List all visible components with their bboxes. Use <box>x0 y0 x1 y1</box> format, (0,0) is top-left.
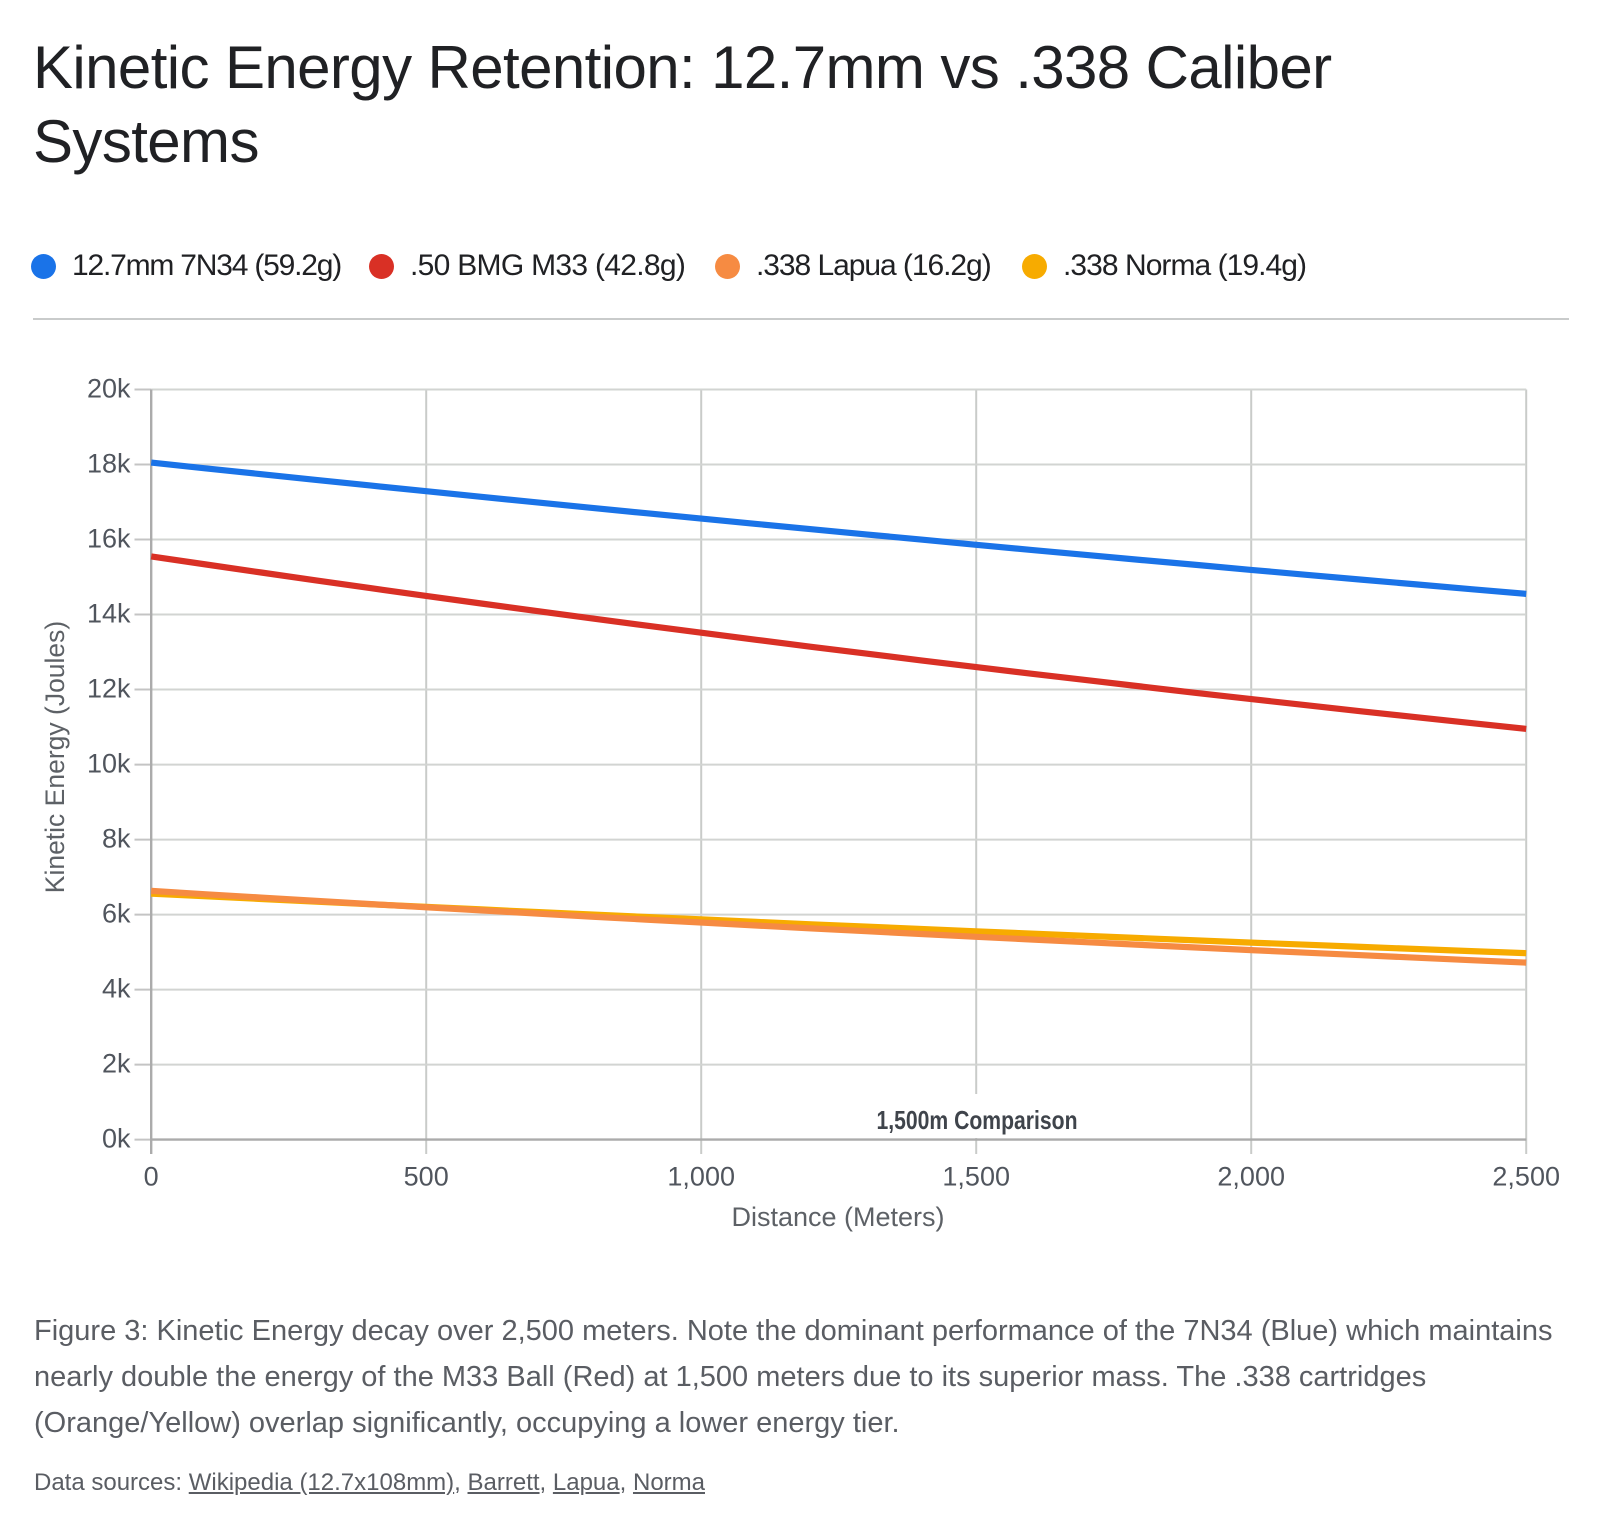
svg-text:10k: 10k <box>87 749 131 779</box>
svg-text:18k: 18k <box>87 449 131 479</box>
svg-text:Distance (Meters): Distance (Meters) <box>731 1202 944 1232</box>
svg-text:4k: 4k <box>102 974 131 1004</box>
svg-text:0k: 0k <box>102 1124 131 1154</box>
svg-text:1,000: 1,000 <box>667 1162 735 1192</box>
svg-text:6k: 6k <box>102 899 131 929</box>
svg-text:8k: 8k <box>102 824 131 854</box>
svg-text:2,500: 2,500 <box>1492 1162 1560 1192</box>
svg-text:12k: 12k <box>87 674 131 704</box>
svg-text:14k: 14k <box>87 599 131 629</box>
svg-text:1,500m Comparison: 1,500m Comparison <box>877 1105 1078 1135</box>
svg-text:1,500: 1,500 <box>942 1162 1010 1192</box>
svg-text:2k: 2k <box>102 1049 131 1079</box>
svg-text:2,000: 2,000 <box>1217 1162 1285 1192</box>
svg-text:0: 0 <box>144 1162 159 1192</box>
svg-text:20k: 20k <box>87 374 131 404</box>
svg-text:500: 500 <box>404 1162 449 1192</box>
svg-text:16k: 16k <box>87 524 131 554</box>
svg-text:Kinetic Energy (Joules): Kinetic Energy (Joules) <box>40 621 70 893</box>
